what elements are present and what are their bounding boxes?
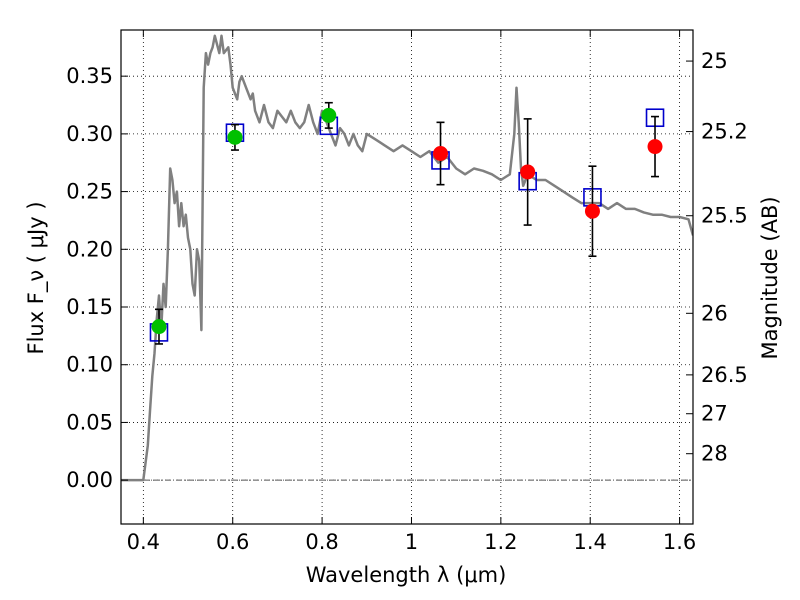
optical-data-point [227, 129, 243, 145]
nir-data-point [520, 164, 536, 180]
mag-tick-label: 25.2 [701, 120, 748, 144]
mag-tick-label: 28 [701, 442, 728, 466]
optical-data-point [151, 319, 167, 335]
nir-data-point [433, 146, 449, 161]
model-sed-line [121, 34, 693, 482]
x-axis-label: Wavelength λ (μm) [306, 563, 507, 587]
plot-area [121, 34, 693, 482]
plot-frame [120, 29, 694, 525]
x-tick-label: 1.2 [484, 530, 517, 554]
nir-data-point [647, 139, 663, 155]
grid-lines [121, 30, 693, 524]
mag-tick-label: 26.5 [701, 363, 748, 387]
y-tick-label: 0.35 [66, 64, 113, 88]
nir-data-point [584, 203, 600, 219]
y-tick-label: 0.15 [66, 295, 113, 319]
y-tick-label: 0.00 [66, 468, 113, 492]
x-tick-label: 0.4 [127, 530, 160, 554]
x-tick-label: 1 [405, 530, 418, 554]
y-axis-label: Flux F_ν ( μJy ) [24, 201, 49, 354]
optical-data-point [321, 107, 337, 123]
x-tick-label: 0.6 [216, 530, 249, 554]
x-tick-label: 1.4 [574, 530, 607, 554]
axes: 0.4 0.6 0.8 1 1.2 1.4 1.6 0.00 0.05 0.10 0.15 0.20 0… [66, 29, 748, 554]
mag-tick-label: 25 [701, 49, 728, 73]
x-tick-label: 0.8 [305, 530, 338, 554]
y-tick-label: 0.30 [66, 122, 113, 146]
y-tick-label: 0.05 [66, 410, 113, 434]
mag-tick-label: 27 [701, 402, 728, 426]
y-tick-label: 0.20 [66, 237, 113, 261]
y-tick-label: 0.10 [66, 353, 113, 377]
y-tick-label: 0.25 [66, 180, 113, 204]
mag-tick-label: 26 [701, 301, 728, 325]
mag-tick-label: 25.5 [701, 204, 748, 228]
right-axis-label: Magnitude (AB) [758, 196, 782, 359]
x-tick-label: 1.6 [663, 530, 696, 554]
